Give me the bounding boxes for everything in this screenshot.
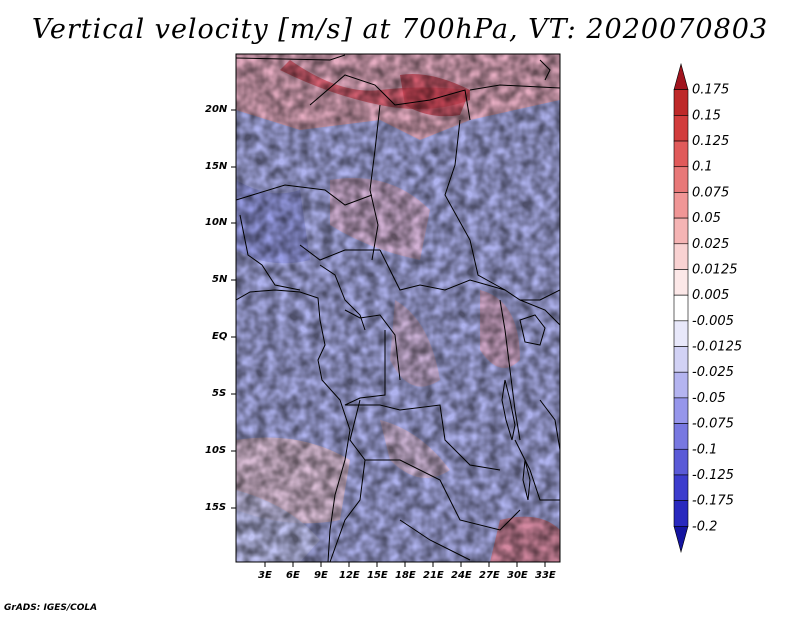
colorbar-label: 0.05 (692, 211, 721, 226)
colorbar-segment (673, 166, 689, 193)
colorbar-segment (673, 371, 689, 399)
colorbar-label: 0.125 (692, 134, 729, 149)
colorbar-segment (673, 217, 689, 245)
lat-label-15s: 15S (205, 502, 227, 513)
lon-label-12e: 12E (339, 570, 360, 581)
lat-label-eq: EQ (212, 331, 228, 342)
lake-victoria (519, 314, 546, 346)
colorbar-segment (673, 294, 689, 322)
colorbar-label: 0.1 (692, 160, 713, 175)
lon-label-9e: 9E (314, 570, 328, 581)
colorbar-label: -0.075 (692, 417, 734, 432)
colorbar-label: -0.05 (692, 391, 726, 406)
colorbar-label: 0.0125 (692, 262, 738, 277)
lon-ticks (264, 562, 546, 567)
lon-label-15e: 15E (367, 570, 388, 581)
colorbar-label: -0.0125 (692, 340, 742, 355)
colorbar-segment (673, 243, 689, 270)
colorbar-label: -0.025 (692, 365, 734, 380)
colorbar-segment (673, 62, 689, 90)
colorbar-segment (673, 346, 689, 373)
lat-label-15n: 15N (205, 161, 228, 172)
colorbar-label: 0.075 (692, 185, 729, 200)
vertical-velocity-field (236, 54, 560, 562)
lon-label-6e: 6E (286, 570, 300, 581)
colorbar-segment (673, 269, 689, 296)
colorbar-segment (673, 140, 689, 168)
colorbar-segment (673, 423, 689, 450)
lake-tanganyika (501, 379, 516, 441)
lat-label-10s: 10S (205, 445, 227, 456)
lon-label-30e: 30E (507, 570, 528, 581)
map-border (235, 53, 561, 563)
colorbar-segment (673, 526, 689, 554)
colorbar-label: 0.175 (692, 83, 729, 98)
country-borders (236, 54, 560, 562)
colorbar-segment (673, 500, 689, 527)
colorbar-segment (673, 89, 689, 116)
lat-label-10n: 10N (205, 217, 228, 228)
colorbar-segment (673, 397, 689, 424)
colorbar-segment (673, 192, 689, 219)
colorbar-label: -0.005 (692, 314, 734, 329)
colorbar-label: -0.125 (692, 468, 734, 483)
lat-label-20n: 20N (205, 104, 228, 115)
lon-label-27e: 27E (479, 570, 500, 581)
footer-credit: GrADS: IGES/COLA (4, 603, 98, 613)
lon-label-18e: 18E (395, 570, 416, 581)
colorbar-label: 0.15 (692, 108, 721, 123)
colorbar-label: -0.175 (692, 494, 734, 509)
lat-ticks (231, 109, 236, 509)
lon-label-33e: 33E (535, 570, 556, 581)
colorbar: 0.175 0.15 0.125 0.1 0.075 0.05 0.025 0.0125 0.0… (673, 62, 742, 554)
lat-label-5s: 5S (212, 388, 227, 399)
lat-label-5n: 5N (212, 274, 228, 285)
lake-malawi (522, 459, 531, 501)
colorbar-segment (673, 474, 689, 501)
colorbar-segment (673, 320, 689, 347)
colorbar-segment (673, 115, 689, 142)
lon-label-3e: 3E (258, 570, 272, 581)
colorbar-segment (673, 448, 689, 476)
colorbar-label: 0.025 (692, 237, 729, 252)
colorbar-label: -0.2 (692, 519, 717, 534)
colorbar-label: -0.1 (692, 442, 717, 457)
colorbar-label: 0.005 (692, 288, 729, 303)
coastline (236, 289, 351, 562)
chart-title: Vertical velocity [m/s] at 700hPa, VT: 2… (31, 14, 769, 45)
lon-label-24e: 24E (451, 570, 472, 581)
lon-label-21e: 21E (423, 570, 444, 581)
